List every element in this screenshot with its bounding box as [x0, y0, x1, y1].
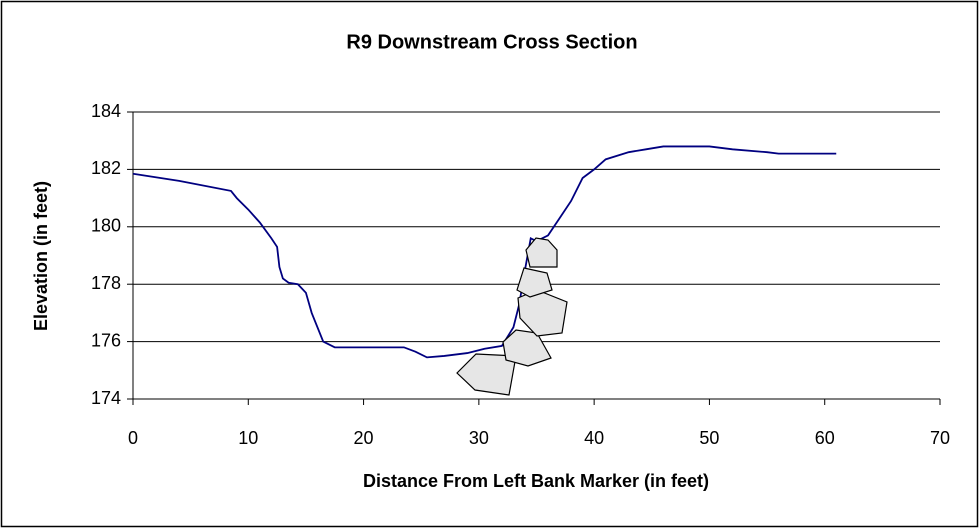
- x-tick-label: 60: [815, 428, 835, 448]
- riprap-rocks: [456, 237, 568, 396]
- rock: [456, 353, 517, 396]
- y-tick-label: 176: [91, 330, 121, 350]
- y-tick-label: 182: [91, 158, 121, 178]
- x-tick-label: 40: [584, 428, 604, 448]
- y-tick-label: 174: [91, 388, 121, 408]
- data-line: [132, 145, 837, 359]
- y-tick-label: 180: [91, 216, 121, 236]
- y-axis-title: Elevation (in feet): [31, 181, 51, 331]
- x-tick-label: 70: [930, 428, 950, 448]
- x-tick-label: 10: [238, 428, 258, 448]
- chart-title: R9 Downstream Cross Section: [346, 31, 637, 53]
- x-tick-label: 0: [128, 428, 138, 448]
- x-tick-label: 50: [699, 428, 719, 448]
- x-tick-label: 20: [354, 428, 374, 448]
- plot-area: 174 176 178 180 182 184 0 10 20 30 40 50 60 70: [91, 101, 950, 448]
- x-tick-label: 30: [469, 428, 489, 448]
- rock: [516, 267, 553, 298]
- rock: [502, 329, 552, 367]
- y-tick-label: 184: [91, 101, 121, 121]
- y-tick-label: 178: [91, 273, 121, 293]
- rock: [525, 237, 558, 268]
- x-axis-title: Distance From Left Bank Marker (in feet): [363, 471, 709, 491]
